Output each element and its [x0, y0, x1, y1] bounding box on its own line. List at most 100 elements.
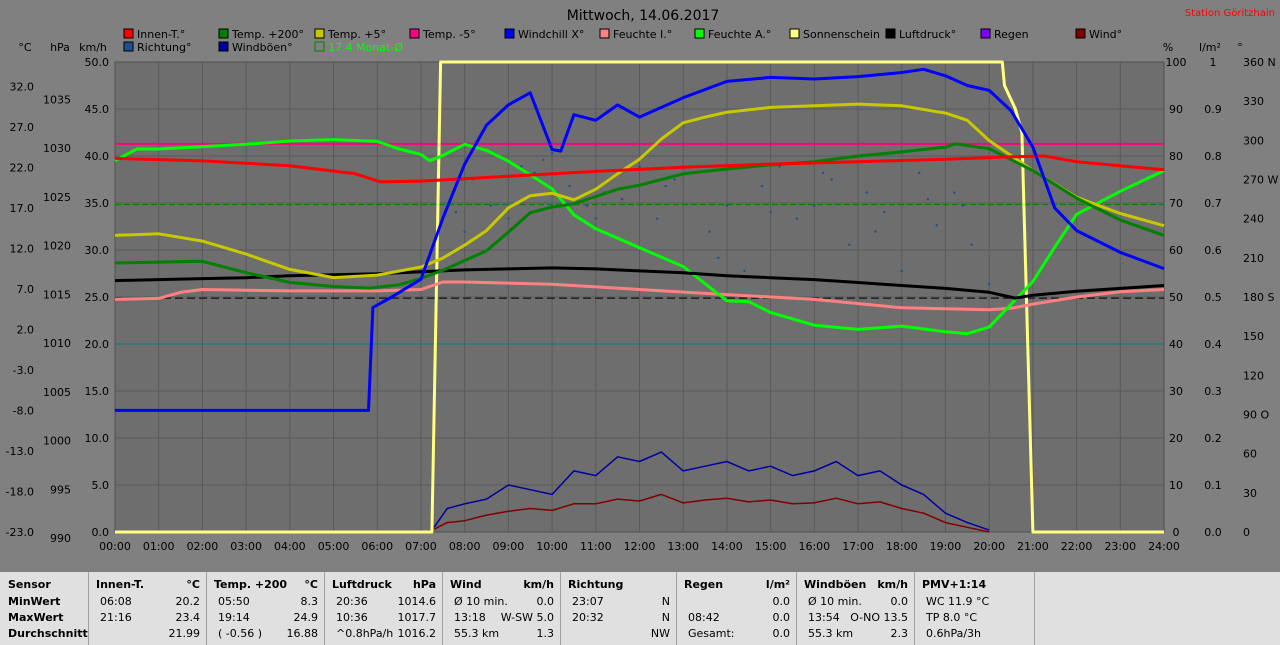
legend-label: Innen-T.°: [137, 28, 185, 41]
wind-tick-label: 25.0: [85, 291, 110, 304]
stats-column: Wind km/h Ø 10 min. 0.0 13:18 W-SW 5.0 55.3 km…: [442, 572, 561, 645]
pressure-tick-label: 1015: [43, 288, 71, 301]
stats-value: 1.3: [536, 627, 555, 640]
direction-tick-label: 180 S: [1243, 291, 1274, 304]
direction-tick-label: 270 W: [1243, 174, 1278, 187]
legend-label: Regen: [994, 28, 1029, 41]
pressure-tick-label: 1010: [43, 337, 71, 350]
legend-label: Richtung°: [137, 41, 191, 54]
time-tick-label: 08:00: [449, 540, 481, 553]
time-tick-label: 22:00: [1061, 540, 1093, 553]
temp-tick-label: 7.0: [17, 283, 35, 296]
stats-header: hPa: [412, 578, 436, 591]
legend-label: Sonnenschein: [803, 28, 880, 41]
series-line-inner-temp: [114, 154, 1165, 184]
direction-point: [463, 230, 466, 233]
stats-value: NW: [650, 627, 670, 640]
temp-tick-label: -13.0: [6, 445, 34, 458]
direction-point: [550, 152, 554, 155]
stats-column: Innen-T. °C 06:08 20.2 21:16 23.4 21.99: [88, 572, 207, 645]
wind-tick-label: 20.0: [85, 338, 110, 351]
time-tick-label: 18:00: [886, 540, 918, 553]
direction-point: [708, 230, 711, 233]
stats-header: °C: [304, 578, 318, 591]
humidity-tick-label: 100: [1166, 56, 1187, 69]
time-tick-label: 12:00: [624, 540, 656, 553]
rain-tick-label: 0.1: [1204, 479, 1222, 492]
wind-tick-label: 30.0: [85, 244, 110, 257]
stats-column: Richtung 23:07 N 20:32 N NW: [560, 572, 677, 645]
rain-tick-label: 0.6: [1204, 244, 1222, 257]
series-line-humidity-out: [114, 138, 1165, 336]
wind-tick-label: 0.0: [92, 526, 110, 539]
stats-value: 1017.7: [397, 611, 437, 624]
time-tick-label: 21:00: [1017, 540, 1049, 553]
temp-tick-label: 2.0: [17, 323, 35, 336]
legend-swatch: [218, 28, 229, 39]
stats-header: Luftdruck: [332, 578, 392, 591]
legend-swatch: [789, 28, 800, 39]
direction-point: [743, 269, 746, 273]
stats-value: ^0.8hPa/h: [336, 627, 394, 640]
stats-value: 23.4: [175, 611, 201, 624]
humidity-tick-label: 0: [1173, 526, 1180, 539]
pressure-tick-label: 1035: [43, 93, 71, 106]
direction-point: [489, 204, 493, 207]
stats-header: km/h: [523, 578, 554, 591]
legend-swatch: [599, 28, 610, 39]
stats-column: PMV+1:14 WC 11.9 °C TP 8.0 °C 0.6hPa/3h: [914, 572, 1035, 645]
stats-value: 19:14: [218, 611, 250, 624]
time-tick-label: 16:00: [798, 540, 830, 553]
direction-point: [848, 243, 851, 246]
rain-tick-label: 0.8: [1204, 150, 1222, 163]
legend-swatch: [314, 28, 325, 39]
direction-point: [953, 191, 956, 194]
stats-value: 21.99: [168, 627, 201, 640]
axis-unit-left: hPa: [50, 41, 70, 54]
direction-tick-label: 30: [1243, 487, 1257, 500]
time-tick-label: 09:00: [493, 540, 525, 553]
legend: Innen-T.° Temp. +200° Temp. +5° Temp. -5° Wi…: [123, 28, 1122, 54]
wind-tick-label: 50.0: [85, 56, 110, 69]
rain-tick-label: 0.4: [1204, 338, 1222, 351]
direction-point: [769, 210, 772, 214]
stats-header: Richtung: [568, 578, 624, 591]
stats-header: MaxWert: [8, 611, 64, 624]
time-axis: 00:00 01:00 02:00 03:00 04:00 05:00 06:00 07:00…: [99, 540, 1180, 553]
stats-value: W-SW 5.0: [500, 611, 554, 624]
left-axes: °C hPa km/h 32.0 27.0 22.0 17.0 12.0 7.0 2.0 -3.0 -…: [6, 41, 109, 545]
stats-value: 08:42: [688, 611, 720, 624]
series-line-windchill: [115, 67, 1165, 412]
time-tick-label: 02:00: [187, 540, 219, 553]
stats-value: 20.2: [175, 595, 201, 608]
axis-unit-left: °C: [18, 41, 32, 54]
time-tick-label: 23:00: [1104, 540, 1136, 553]
time-tick-label: 19:00: [930, 540, 962, 553]
reference-lines: [115, 142, 1164, 345]
temp-tick-label: 32.0: [10, 80, 35, 93]
stats-value: 20:36: [336, 595, 368, 608]
stats-header: °C: [186, 578, 200, 591]
direction-point: [961, 204, 965, 207]
direction-point: [620, 197, 624, 201]
stats-header: Windböen: [804, 578, 867, 591]
stats-value: 0.0: [772, 611, 791, 624]
stats-value: 05:50: [218, 595, 250, 608]
pressure-tick-label: 1020: [43, 240, 71, 253]
time-tick-label: 10:00: [536, 540, 568, 553]
rain-tick-label: 0.3: [1204, 385, 1222, 398]
temp-tick-label: -8.0: [13, 404, 34, 417]
stats-value: 21:16: [100, 611, 132, 624]
legend-label: Windchill X°: [518, 28, 584, 41]
stats-column: Windböen km/h Ø 10 min. 0.0 13:54 O-NO 13.5 55…: [796, 572, 915, 645]
stats-column: Sensor MinWert MaxWert Durchschnitt: [0, 572, 89, 645]
stats-header: Wind: [450, 578, 482, 591]
direction-point: [673, 178, 676, 181]
weather-chart: Mittwoch, 14.06.2017 Station Göritzhain …: [0, 0, 1280, 571]
temp-tick-label: 17.0: [10, 202, 35, 215]
stats-value: 1014.6: [397, 595, 437, 608]
rain-tick-label: 0.2: [1204, 432, 1222, 445]
direction-point: [900, 269, 903, 273]
time-tick-label: 14:00: [711, 540, 743, 553]
